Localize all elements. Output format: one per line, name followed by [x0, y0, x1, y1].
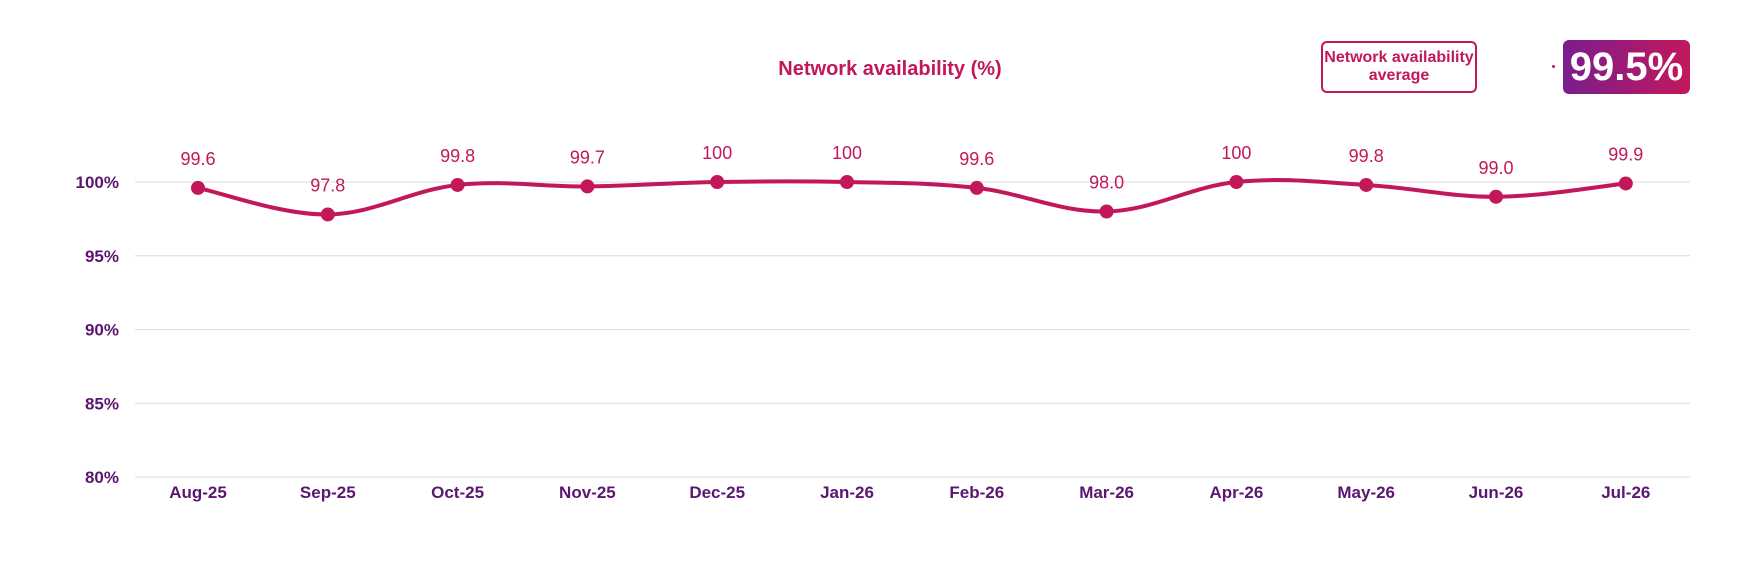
x-tick-label: Mar-26 — [1079, 483, 1134, 502]
data-point — [580, 179, 595, 194]
data-point — [1489, 189, 1503, 204]
x-tick-label: Feb-26 — [949, 483, 1004, 502]
data-label: 100 — [1221, 143, 1251, 163]
x-tick-label: May-26 — [1337, 483, 1395, 502]
data-label: 98.0 — [1089, 173, 1124, 193]
data-point — [1359, 177, 1374, 192]
data-label: 100 — [702, 143, 732, 163]
average-label-box: Network availability average — [1321, 41, 1477, 93]
data-label: 99.8 — [440, 146, 475, 166]
y-tick-label: 80% — [85, 468, 119, 487]
data-label: 100 — [832, 143, 862, 163]
connector-dot — [1552, 65, 1555, 68]
data-point — [969, 180, 984, 195]
data-point — [710, 175, 725, 189]
series-line — [196, 178, 1628, 217]
data-point — [1229, 175, 1244, 189]
data-point — [1099, 204, 1114, 219]
grid-lines — [135, 181, 1690, 478]
y-tick-label: 100% — [76, 173, 119, 192]
x-tick-label: Dec-25 — [689, 483, 745, 502]
data-label: 99.9 — [1608, 144, 1643, 164]
x-tick-label: Nov-25 — [559, 483, 616, 502]
x-tick-label: Jun-26 — [1469, 483, 1524, 502]
data-label: 99.8 — [1349, 146, 1384, 166]
y-tick-label: 85% — [85, 394, 119, 413]
data-labels: 99.6 97.8 99.8 99.7 100 100 99.6 98.0 100 99.8 99.… — [180, 143, 1643, 195]
data-points — [191, 175, 1633, 222]
x-axis-ticks: Aug-25 Sep-25 Oct-25 Nov-25 Dec-25 Jan-26 Feb-… — [169, 483, 1650, 502]
x-tick-label: Jan-26 — [820, 483, 874, 502]
x-tick-label: Sep-25 — [300, 483, 356, 502]
average-label: Network availability average — [1324, 49, 1474, 84]
data-point — [191, 180, 205, 195]
average-value: 99.5% — [1569, 44, 1684, 89]
average-value-badge: 99.5% — [1563, 40, 1690, 94]
data-label: 99.6 — [180, 149, 215, 169]
y-tick-label: 95% — [85, 247, 119, 266]
y-tick-label: 90% — [85, 321, 119, 340]
data-point — [320, 207, 335, 222]
data-label: 99.7 — [570, 147, 605, 167]
data-point — [840, 175, 854, 189]
data-label: 99.6 — [959, 149, 994, 169]
data-label: 99.0 — [1478, 158, 1513, 178]
x-tick-label: Jul-26 — [1601, 483, 1650, 502]
x-tick-label: Oct-25 — [431, 483, 484, 502]
data-point — [1618, 176, 1633, 191]
data-label: 97.8 — [310, 175, 345, 195]
chart-title: Network availability (%) — [778, 58, 1001, 80]
x-tick-label: Aug-25 — [169, 483, 227, 502]
x-tick-label: Apr-26 — [1209, 483, 1263, 502]
y-axis-ticks: 80% 85% 90% 95% 100% — [76, 173, 119, 487]
data-point — [450, 177, 465, 192]
